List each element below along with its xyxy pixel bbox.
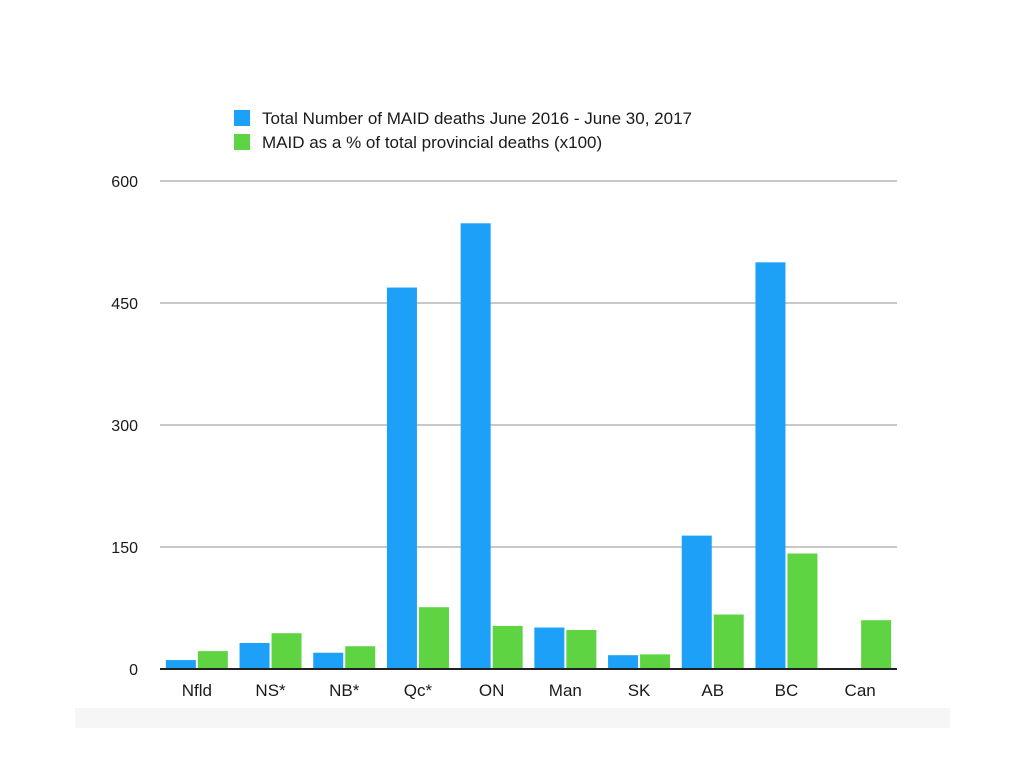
y-tick-label: 0 xyxy=(129,662,138,679)
bar-percent xyxy=(861,620,892,669)
bar-total xyxy=(534,627,565,669)
y-tick-label: 150 xyxy=(111,540,138,557)
bar-total xyxy=(239,642,270,669)
x-tick-label: Qc* xyxy=(404,681,433,700)
bar-percent xyxy=(271,633,302,669)
bar-percent xyxy=(566,629,597,669)
bar-percent xyxy=(345,646,376,669)
x-tick-label: Man xyxy=(549,681,582,700)
bar-percent xyxy=(640,654,671,669)
y-axis-ticks: 0 150 300 450 600 xyxy=(111,174,138,679)
x-tick-label: ON xyxy=(479,681,505,700)
bar-total xyxy=(165,660,196,669)
bar-percent xyxy=(713,614,744,669)
x-tick-label: BC xyxy=(775,681,799,700)
x-tick-label: Can xyxy=(845,681,876,700)
legend-label-total: Total Number of MAID deaths June 2016 - … xyxy=(262,109,692,128)
bar-total xyxy=(755,262,786,669)
x-tick-label: NB* xyxy=(329,681,360,700)
legend-swatch-percent xyxy=(234,134,250,150)
bars xyxy=(165,223,892,669)
bar-total xyxy=(681,535,712,669)
y-tick-label: 450 xyxy=(111,296,138,313)
bar-total xyxy=(608,655,639,669)
bar-total xyxy=(313,652,344,669)
x-tick-label: SK xyxy=(628,681,651,700)
bar-total xyxy=(386,287,417,669)
x-tick-label: NS* xyxy=(255,681,286,700)
bottom-shadow xyxy=(75,708,950,728)
bar-percent xyxy=(787,553,818,669)
legend-item-total: Total Number of MAID deaths June 2016 - … xyxy=(234,109,692,128)
gridlines xyxy=(160,180,897,548)
y-tick-label: 600 xyxy=(111,174,138,191)
bar-percent xyxy=(418,607,449,669)
legend-label-percent: MAID as a % of total provincial deaths (… xyxy=(262,133,602,152)
bar-percent xyxy=(492,625,523,669)
bar-percent xyxy=(197,651,228,669)
legend-swatch-total xyxy=(234,110,250,126)
x-tick-label: AB xyxy=(701,681,724,700)
legend-item-percent: MAID as a % of total provincial deaths (… xyxy=(234,133,602,152)
x-axis-labels: Nfld NS* NB* Qc* ON Man SK AB BC Can xyxy=(182,681,876,700)
bar-total xyxy=(460,223,491,669)
x-tick-label: Nfld xyxy=(182,681,212,700)
legend: Total Number of MAID deaths June 2016 - … xyxy=(234,109,692,152)
y-tick-label: 300 xyxy=(111,418,138,435)
